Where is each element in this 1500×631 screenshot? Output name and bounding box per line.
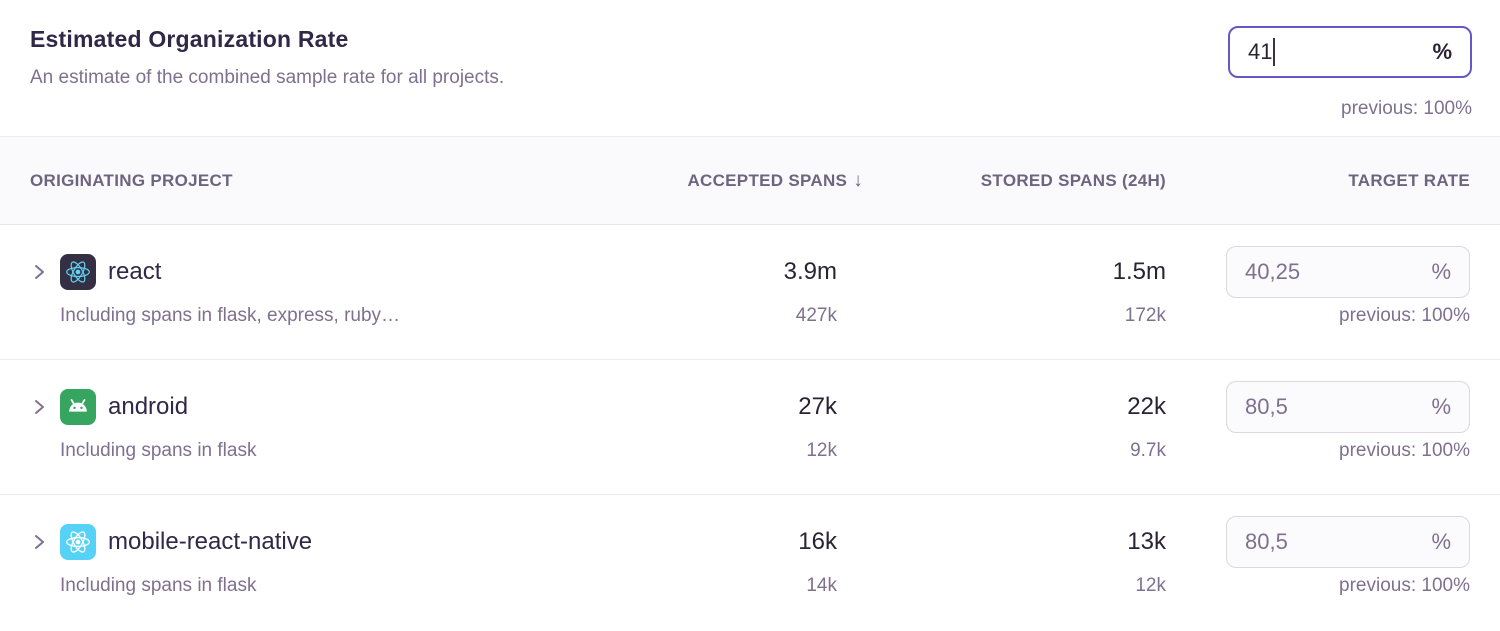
percent-suffix: % bbox=[1432, 39, 1452, 64]
target-rate-value: 40,25 bbox=[1245, 259, 1301, 284]
table-row-android: android Including spans in flask 27k 12k… bbox=[0, 360, 1500, 495]
target-rate-cell: 40,25 % previous: 100% bbox=[1166, 245, 1470, 359]
page-title: Estimated Organization Rate bbox=[30, 26, 349, 52]
column-header-accepted-spans-label: ACCEPTED SPANS bbox=[687, 170, 848, 190]
stored-spans-value: 22k bbox=[1127, 393, 1166, 420]
project-subtext: Including spans in flask bbox=[60, 575, 257, 596]
org-rate-value-wrap: 41 bbox=[1248, 38, 1276, 66]
expand-chevron-icon[interactable] bbox=[30, 263, 48, 281]
column-header-stored-spans[interactable]: STORED SPANS (24H) bbox=[980, 170, 1166, 190]
target-rate-input[interactable]: 80,5 % bbox=[1226, 516, 1470, 568]
table-row-react: react Including spans in flask, express,… bbox=[0, 225, 1500, 360]
stored-spans-cell: 13k 12k bbox=[837, 515, 1166, 630]
column-header-accepted-spans[interactable]: ACCEPTED SPANS ↓ bbox=[657, 170, 862, 192]
accepted-spans-value: 3.9m bbox=[783, 258, 837, 285]
accepted-spans-subvalue: 12k bbox=[806, 440, 837, 461]
org-rate-text: Estimated Organization Rate An estimate … bbox=[30, 26, 1470, 89]
org-rate-input[interactable]: 41 % bbox=[1228, 26, 1472, 78]
project-name[interactable]: android bbox=[108, 393, 189, 420]
page-subtitle: An estimate of the combined sample rate … bbox=[30, 67, 505, 88]
project-name[interactable]: mobile-react-native bbox=[108, 528, 313, 555]
stored-spans-cell: 1.5m 172k bbox=[837, 245, 1166, 359]
project-name[interactable]: react bbox=[108, 258, 162, 285]
percent-suffix: % bbox=[1431, 529, 1451, 554]
percent-suffix: % bbox=[1431, 394, 1451, 419]
stored-spans-subvalue: 172k bbox=[1124, 305, 1166, 326]
expand-chevron-icon[interactable] bbox=[30, 533, 48, 551]
target-rate-cell: 80,5 % previous: 100% bbox=[1166, 515, 1470, 630]
project-subtext: Including spans in flask, express, ruby… bbox=[60, 305, 401, 326]
project-cell: mobile-react-native Including spans in f… bbox=[30, 515, 657, 630]
stored-spans-subvalue: 9.7k bbox=[1130, 440, 1166, 461]
org-rate-value: 41 bbox=[1248, 39, 1273, 64]
android-platform-icon bbox=[60, 389, 96, 425]
project-subtext: Including spans in flask bbox=[60, 440, 257, 461]
target-rate-input[interactable]: 80,5 % bbox=[1226, 381, 1470, 433]
table-row-mobile-react-native: mobile-react-native Including spans in f… bbox=[0, 495, 1500, 630]
target-rate-value: 80,5 bbox=[1245, 394, 1288, 419]
column-header-originating-project[interactable]: ORIGINATING PROJECT bbox=[30, 170, 233, 190]
target-rate-previous-label: previous: 100% bbox=[1339, 440, 1470, 461]
accepted-spans-subvalue: 427k bbox=[795, 305, 837, 326]
stored-spans-cell: 22k 9.7k bbox=[837, 380, 1166, 494]
target-rate-input[interactable]: 40,25 % bbox=[1226, 246, 1470, 298]
accepted-spans-subvalue: 14k bbox=[806, 575, 837, 596]
percent-suffix: % bbox=[1431, 259, 1451, 284]
project-cell: react Including spans in flask, express,… bbox=[30, 245, 657, 359]
text-cursor bbox=[1273, 38, 1276, 66]
accepted-spans-cell: 16k 14k bbox=[657, 515, 837, 630]
target-rate-previous-label: previous: 100% bbox=[1339, 575, 1470, 596]
react-native-platform-icon bbox=[60, 524, 96, 560]
stored-spans-value: 1.5m bbox=[1112, 258, 1166, 285]
target-rate-cell: 80,5 % previous: 100% bbox=[1166, 380, 1470, 494]
stored-spans-subvalue: 12k bbox=[1135, 575, 1166, 596]
table-header: ORIGINATING PROJECT ACCEPTED SPANS ↓ STOR… bbox=[0, 137, 1500, 225]
org-rate-control: 41 % previous: 100% bbox=[1228, 26, 1472, 120]
target-rate-previous-label: previous: 100% bbox=[1339, 305, 1470, 326]
accepted-spans-cell: 27k 12k bbox=[657, 380, 837, 494]
org-rate-section: Estimated Organization Rate An estimate … bbox=[0, 0, 1500, 137]
accepted-spans-value: 16k bbox=[798, 528, 837, 555]
column-header-target-rate[interactable]: TARGET RATE bbox=[1348, 170, 1470, 190]
sort-descending-icon: ↓ bbox=[853, 169, 863, 191]
accepted-spans-value: 27k bbox=[798, 393, 837, 420]
org-rate-previous-label: previous: 100% bbox=[1341, 98, 1472, 119]
accepted-spans-cell: 3.9m 427k bbox=[657, 245, 837, 359]
react-platform-icon bbox=[60, 254, 96, 290]
expand-chevron-icon[interactable] bbox=[30, 398, 48, 416]
project-cell: android Including spans in flask bbox=[30, 380, 657, 494]
stored-spans-value: 13k bbox=[1127, 528, 1166, 555]
target-rate-value: 80,5 bbox=[1245, 529, 1288, 554]
